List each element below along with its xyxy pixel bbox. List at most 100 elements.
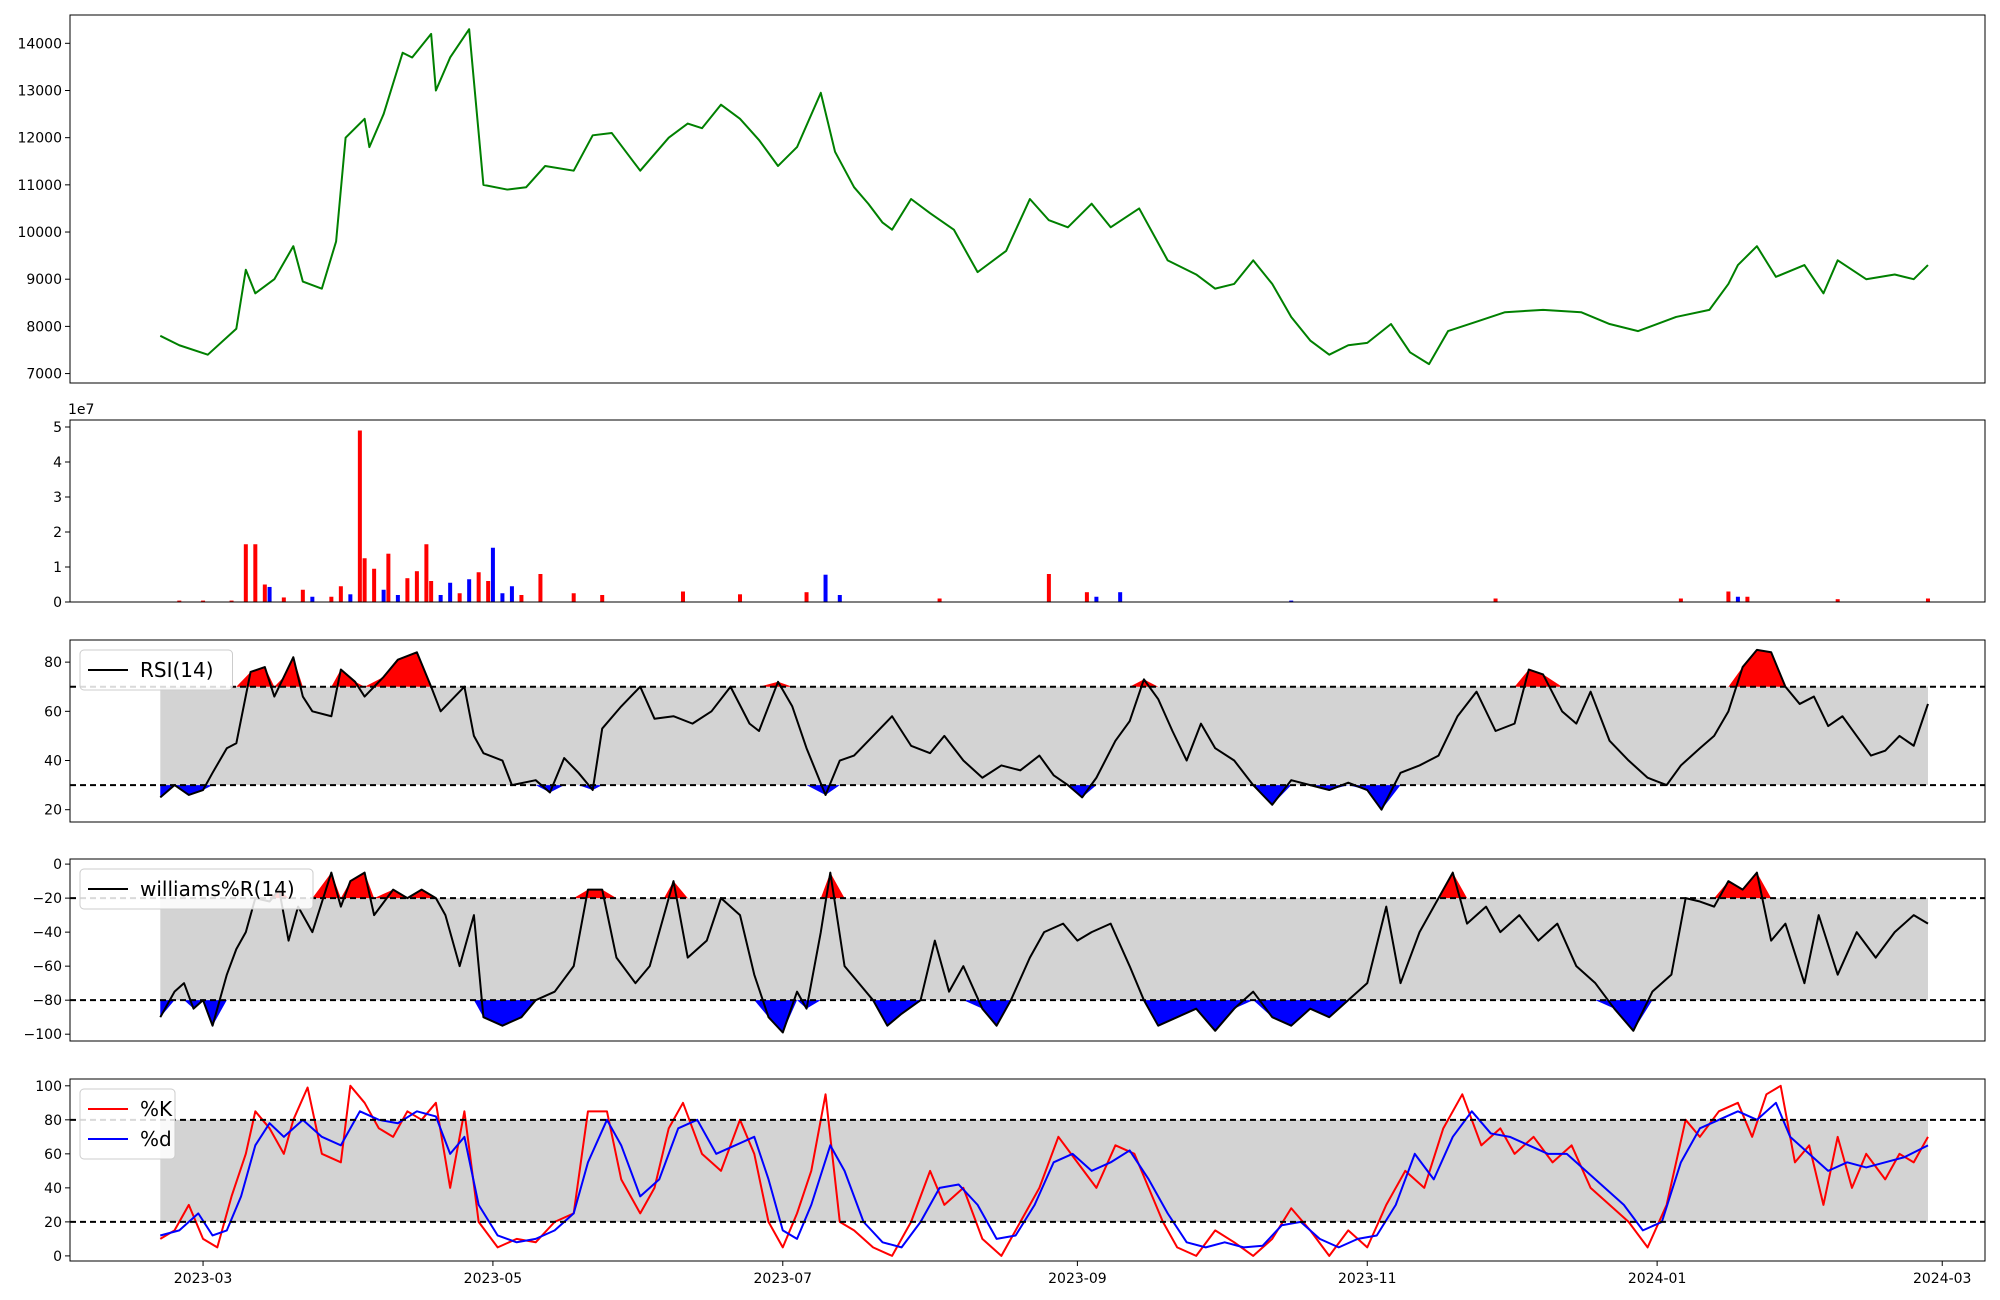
x-tick-label: 2023-03 [174,1271,233,1287]
volume-bar [490,547,495,602]
y-tick-label: 0 [53,595,62,611]
threshold-band [160,898,1928,1001]
y-tick-label: −20 [32,891,62,907]
volume-bar [519,595,524,602]
volume-bar [1735,596,1740,602]
x-tick-label: 2024-03 [1913,1271,1972,1287]
legend: %K %d [79,1088,176,1160]
panel-williams_r: 0 −20 −40 −60 −80 −100 williams%R(14) [24,857,1986,1043]
volume-bar [414,571,419,602]
volume-bar [476,572,481,602]
legend-label: %K [140,1097,173,1121]
volume-bar [1493,598,1498,602]
volume-bar [338,586,343,602]
y-tick-label: 4 [53,455,62,471]
volume-bar [680,591,685,602]
volume-bar [429,581,434,602]
y-tick-label: 1 [53,560,62,576]
legend-box [79,1088,176,1160]
volume-bar [538,574,543,602]
plot-area [159,1084,1929,1257]
volume-bar [1835,599,1840,602]
volume-bar [1046,574,1051,602]
overbought-fill [160,649,1928,687]
legend-box [79,868,314,910]
volume-bar [281,597,286,602]
y-tick-label: −40 [32,925,62,941]
volume-bar [509,586,514,602]
volume-bar [1925,598,1930,602]
panel-volume: 0 1 2 3 4 5 1e7 [53,402,1986,611]
threshold-band [160,1119,1928,1222]
volume-bar [395,595,400,602]
volume-bar [1726,591,1731,602]
threshold-band [160,686,1928,786]
y-tick-label: 14000 [17,36,62,52]
volume-bar [386,553,391,602]
axes-frame [69,858,1986,1042]
panel-price: 7000 8000 9000 10000 11000 12000 13000 14000 [17,14,1986,384]
series-line-price [159,28,1929,366]
y-tick-label: 20 [44,803,62,819]
plot-area [159,871,1929,1034]
volume-bar [1745,596,1750,602]
y-tick-label: −60 [32,959,62,975]
legend-label: williams%R(14) [140,877,295,901]
volume-bar [738,594,743,602]
y-tick-label: 40 [44,754,62,770]
volume-bar [1084,592,1089,602]
panels: 7000800090001000011000120001300014000012… [17,14,1986,1287]
legend-label: %d [140,1127,172,1151]
oversold-fill [160,1000,1928,1033]
volume-bar [381,589,386,602]
volume-bar [262,584,267,602]
volume-bar [201,600,206,602]
y-tick-label: 80 [44,1113,62,1129]
volume-bar [438,595,443,602]
series-line--k [159,1084,1929,1257]
volume-bar [1094,596,1099,602]
volume-bar [1118,592,1123,602]
y-tick-label: −80 [32,993,62,1009]
volume-bar [357,430,362,602]
plot-area [177,430,1930,602]
y-tick-label: 13000 [17,83,62,99]
y-tick-label: 9000 [26,272,62,288]
volume-bar [837,595,842,602]
plot-area [159,28,1929,366]
volume-bar [405,578,410,602]
panel-rsi: 20 40 60 80 RSI(14) [44,639,1986,823]
volume-bar [362,558,367,602]
legend-box [79,649,233,691]
y-tick-label: 60 [44,704,62,720]
volume-bar [448,582,453,602]
volume-bar [571,593,576,602]
volume-bar [804,592,809,602]
volume-bar [243,544,248,602]
legend: williams%R(14) [79,868,314,910]
volume-bar [457,593,462,602]
y-tick-label: 2 [53,525,62,541]
volume-bar [310,596,315,602]
series-line-rsi-14- [159,648,1929,811]
y-tick-label: 0 [53,857,62,873]
panel-stochastic: 0 20 40 60 80 100 %K %d 2023-03 2023-05 2023-07 202… [35,1078,1986,1287]
volume-bar [467,579,472,602]
y-tick-label: 5 [53,420,62,436]
series-line-williams-r-14- [159,871,1929,1034]
y-tick-label: 7000 [26,367,62,383]
volume-bar [600,595,605,602]
y-offset-label: 1e7 [68,402,94,418]
plot-area [159,648,1929,811]
volume-bar [424,544,429,602]
volume-bar [823,574,828,602]
x-tick-label: 2023-07 [754,1271,813,1287]
volume-bar [229,600,234,602]
axes-frame [69,639,1986,823]
y-tick-label: −100 [24,1027,62,1043]
legend-label: RSI(14) [140,658,214,682]
legend: RSI(14) [79,649,233,691]
y-tick-label: 60 [44,1147,62,1163]
